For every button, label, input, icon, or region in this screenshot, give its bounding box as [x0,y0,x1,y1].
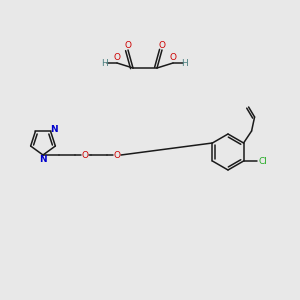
Text: O: O [158,40,166,50]
Text: O: O [82,151,89,160]
Text: N: N [39,155,47,164]
Text: O: O [124,40,131,50]
Text: H: H [182,58,188,68]
Text: O: O [113,53,121,62]
Text: O: O [169,53,176,62]
Text: H: H [102,58,108,68]
Text: N: N [50,125,58,134]
Text: Cl: Cl [258,157,267,166]
Text: O: O [114,151,121,160]
